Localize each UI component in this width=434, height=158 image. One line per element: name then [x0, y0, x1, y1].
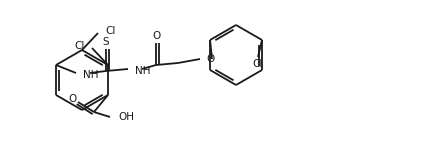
Text: Cl: Cl — [105, 26, 115, 36]
Text: NH: NH — [83, 70, 99, 80]
Text: NH: NH — [135, 66, 151, 76]
Text: OH: OH — [118, 112, 134, 122]
Text: O: O — [69, 94, 77, 104]
Text: O: O — [152, 31, 160, 41]
Text: O: O — [206, 54, 214, 64]
Text: S: S — [103, 37, 109, 47]
Text: Cl: Cl — [75, 41, 85, 51]
Text: Cl: Cl — [253, 59, 263, 69]
